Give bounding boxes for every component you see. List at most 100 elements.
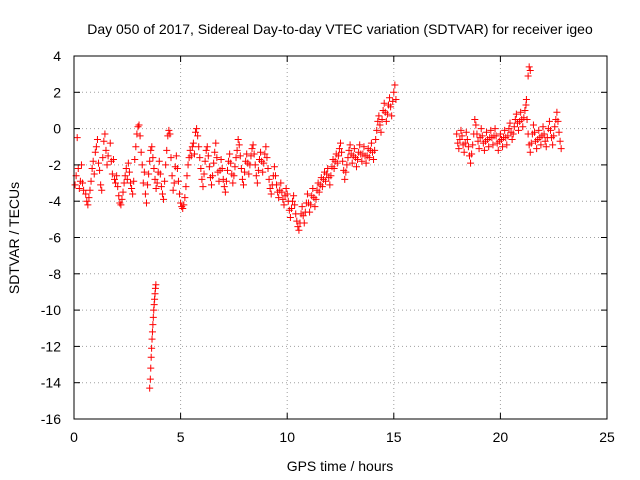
y-tick-label: -14	[41, 375, 61, 391]
data-point	[526, 67, 534, 75]
data-point	[100, 137, 108, 145]
data-point	[265, 175, 273, 183]
data-point	[318, 183, 326, 191]
data-point	[199, 183, 207, 191]
data-point	[114, 183, 122, 191]
data-point	[146, 384, 154, 392]
data-point	[487, 126, 495, 134]
data-point	[556, 137, 564, 145]
data-point	[139, 179, 147, 187]
data-point	[160, 195, 168, 203]
data-point	[215, 177, 223, 185]
data-point	[519, 123, 527, 131]
data-point	[194, 132, 202, 140]
data-point	[252, 172, 260, 180]
data-point	[153, 179, 161, 187]
data-point	[360, 143, 368, 151]
data-point	[298, 203, 306, 211]
data-point	[303, 190, 311, 198]
data-point	[95, 159, 103, 167]
data-point	[391, 81, 399, 89]
data-point	[547, 126, 555, 134]
data-point	[245, 170, 253, 178]
data-point	[82, 190, 90, 198]
data-point	[263, 154, 271, 162]
data-point	[158, 190, 166, 198]
data-point	[179, 204, 187, 212]
data-point	[166, 130, 174, 138]
data-point	[334, 152, 342, 160]
data-point	[169, 186, 177, 194]
data-point	[352, 163, 360, 171]
data-point	[373, 126, 381, 134]
data-point	[508, 135, 516, 143]
data-point	[88, 165, 96, 173]
data-point	[520, 114, 528, 122]
data-point	[389, 97, 397, 105]
data-point	[109, 155, 117, 163]
data-point	[146, 157, 154, 165]
data-point	[156, 170, 164, 178]
data-point	[231, 163, 239, 171]
data-point	[283, 190, 291, 198]
data-point	[338, 148, 346, 156]
data-point	[257, 148, 265, 156]
data-point	[140, 168, 148, 176]
data-point	[220, 183, 228, 191]
data-point	[335, 145, 343, 153]
data-point	[386, 94, 394, 102]
data-point	[208, 181, 216, 189]
data-point	[120, 179, 128, 187]
data-point	[521, 106, 529, 114]
data-point	[454, 139, 462, 147]
data-point	[89, 157, 97, 165]
data-point	[375, 112, 383, 120]
data-point	[195, 143, 203, 151]
data-point	[370, 155, 378, 163]
data-point	[531, 128, 539, 136]
data-point	[129, 190, 137, 198]
data-point	[103, 161, 111, 169]
data-point	[542, 143, 550, 151]
data-point	[221, 188, 229, 196]
data-point	[535, 126, 543, 134]
data-point	[383, 110, 391, 118]
data-point	[235, 141, 243, 149]
data-point	[343, 161, 351, 169]
data-point	[287, 204, 295, 212]
data-point	[259, 168, 267, 176]
data-point	[146, 375, 154, 383]
data-point	[75, 184, 83, 192]
grid	[74, 56, 607, 419]
data-point	[491, 125, 499, 133]
data-point	[147, 353, 155, 361]
data-point	[501, 126, 509, 134]
data-point	[163, 146, 171, 154]
data-point	[365, 154, 373, 162]
data-point	[388, 112, 396, 120]
data-point	[173, 165, 181, 173]
data-point	[553, 108, 561, 116]
data-point	[549, 141, 557, 149]
data-point	[167, 154, 175, 162]
data-point	[249, 141, 257, 149]
data-point	[210, 159, 218, 167]
data-point	[93, 135, 101, 143]
data-point	[98, 186, 106, 194]
data-point	[463, 135, 471, 143]
data-point	[176, 190, 184, 198]
data-point	[354, 155, 362, 163]
data-point	[345, 146, 353, 154]
data-point	[253, 179, 261, 187]
data-point	[188, 143, 196, 151]
data-point	[496, 130, 504, 138]
data-point	[180, 201, 188, 209]
data-point	[555, 128, 563, 136]
data-point	[243, 150, 251, 158]
data-point	[237, 165, 245, 173]
data-point	[267, 190, 275, 198]
data-point	[239, 181, 247, 189]
data-point	[218, 165, 226, 173]
data-point	[236, 152, 244, 160]
